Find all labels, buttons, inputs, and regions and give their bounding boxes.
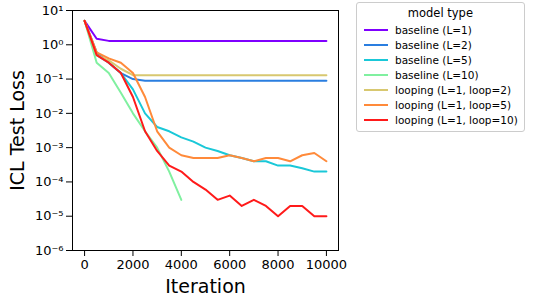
svg-text:ICL Test Loss: ICL Test Loss bbox=[6, 70, 28, 191]
svg-text:10⁻⁵: 10⁻⁵ bbox=[35, 208, 64, 223]
svg-text:6000: 6000 bbox=[213, 257, 246, 272]
html-text:baseline (L=5): baseline (L=5) bbox=[395, 53, 472, 66]
svg-text:10⁻⁶: 10⁻⁶ bbox=[35, 243, 64, 258]
svg-text:8000: 8000 bbox=[261, 257, 294, 272]
svg-text:10⁻¹: 10⁻¹ bbox=[35, 71, 64, 86]
html-text:looping (L=1, loop=2): looping (L=1, loop=2) bbox=[395, 83, 512, 96]
html-text:looping (L=1, loop=5): looping (L=1, loop=5) bbox=[395, 98, 512, 111]
svg-text:0: 0 bbox=[80, 257, 88, 272]
svg-text:10¹: 10¹ bbox=[42, 3, 64, 18]
svg-text:Iteration: Iteration bbox=[165, 275, 246, 297]
html-text:baseline (L=10): baseline (L=10) bbox=[395, 68, 479, 81]
svg-text:10⁰: 10⁰ bbox=[42, 37, 64, 52]
svg-text:2000: 2000 bbox=[116, 257, 149, 272]
svg-text:4000: 4000 bbox=[165, 257, 198, 272]
html-text:model type: model type bbox=[407, 6, 473, 20]
html-text:baseline (L=1): baseline (L=1) bbox=[395, 23, 472, 36]
svg-text:10⁻⁴: 10⁻⁴ bbox=[35, 174, 64, 189]
svg-text:10⁻³: 10⁻³ bbox=[35, 140, 64, 155]
svg-text:10⁻²: 10⁻² bbox=[35, 106, 64, 121]
html-text:looping (L=1, loop=10): looping (L=1, loop=10) bbox=[395, 113, 518, 126]
svg-text:10000: 10000 bbox=[306, 257, 347, 272]
html-text:baseline (L=2): baseline (L=2) bbox=[395, 38, 472, 51]
